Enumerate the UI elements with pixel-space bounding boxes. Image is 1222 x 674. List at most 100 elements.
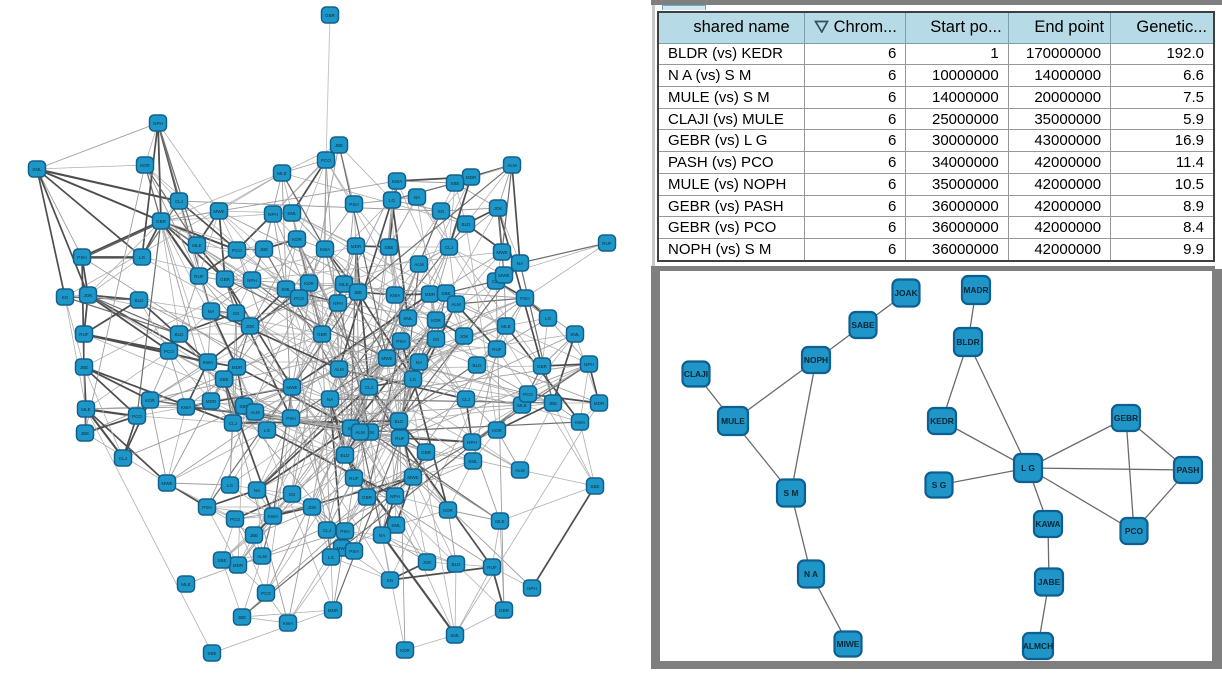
svg-text:JBE: JBE: [81, 431, 89, 436]
svg-text:LG: LG: [389, 198, 396, 203]
svg-text:PSH: PSH: [286, 416, 295, 421]
svg-text:NA: NA: [517, 261, 524, 266]
svg-text:MWE: MWE: [498, 273, 509, 278]
svg-text:SG: SG: [62, 295, 69, 300]
svg-text:BLD: BLD: [395, 419, 405, 424]
svg-text:CLJ: CLJ: [229, 421, 237, 426]
svg-text:JOK: JOK: [423, 560, 433, 565]
svg-text:PSH: PSH: [349, 202, 358, 207]
svg-text:KWA: KWA: [392, 179, 403, 184]
svg-text:KAWA: KAWA: [1035, 519, 1060, 529]
svg-text:MWE: MWE: [496, 250, 507, 255]
svg-text:MWE: MWE: [336, 546, 347, 551]
svg-text:PCO: PCO: [294, 296, 304, 301]
svg-text:S M: S M: [784, 488, 799, 498]
svg-text:JABE: JABE: [1038, 577, 1061, 587]
svg-text:KDR: KDR: [145, 398, 155, 403]
svg-text:KWA: KWA: [390, 293, 401, 298]
svg-text:MWE: MWE: [213, 209, 224, 214]
svg-text:NPH: NPH: [527, 586, 537, 591]
svg-text:JBE: JBE: [354, 290, 362, 295]
svg-text:NA: NA: [379, 533, 386, 538]
svg-text:RUF: RUF: [487, 565, 497, 570]
svg-text:PCO: PCO: [261, 591, 271, 596]
svg-text:SG: SG: [433, 337, 440, 342]
svg-text:MDR: MDR: [233, 563, 244, 568]
svg-text:BLD: BLD: [473, 363, 483, 368]
svg-text:KDR: KDR: [140, 163, 150, 168]
svg-text:SML: SML: [287, 211, 297, 216]
svg-text:SBE: SBE: [590, 484, 599, 489]
svg-text:GBR: GBR: [537, 364, 548, 369]
svg-text:SML: SML: [570, 332, 580, 337]
svg-text:MLE: MLE: [192, 243, 201, 248]
svg-text:SBE: SBE: [384, 245, 393, 250]
svg-text:PSH: PSH: [349, 549, 358, 554]
svg-text:MLE: MLE: [339, 282, 348, 287]
svg-text:CLJ: CLJ: [445, 245, 453, 250]
svg-text:JBE: JBE: [250, 533, 258, 538]
svg-text:JOK: JOK: [366, 430, 376, 435]
svg-text:LG: LG: [545, 316, 552, 321]
svg-text:ALM: ALM: [355, 430, 365, 435]
svg-text:SBE: SBE: [239, 404, 248, 409]
svg-text:SML: SML: [391, 523, 401, 528]
svg-text:NPH: NPH: [333, 301, 343, 306]
svg-text:SABE: SABE: [851, 320, 875, 330]
svg-text:KDR: KDR: [400, 648, 410, 653]
svg-text:NOPH: NOPH: [804, 355, 828, 365]
svg-text:NA: NA: [254, 488, 261, 493]
svg-text:NPH: NPH: [247, 278, 257, 283]
svg-text:SML: SML: [403, 316, 413, 321]
svg-text:GBR: GBR: [499, 608, 510, 613]
svg-text:PSH: PSH: [396, 339, 405, 344]
svg-text:JOK: JOK: [460, 334, 470, 339]
svg-text:MDR: MDR: [206, 399, 217, 404]
svg-text:MADR: MADR: [963, 285, 988, 295]
svg-text:SML: SML: [450, 633, 460, 638]
svg-text:ALM: ALM: [334, 367, 344, 372]
svg-text:SBE: SBE: [217, 558, 226, 563]
svg-text:MLE: MLE: [181, 582, 190, 587]
svg-text:KWA: KWA: [320, 247, 331, 252]
svg-text:SG: SG: [387, 578, 394, 583]
svg-text:MDR: MDR: [466, 175, 477, 180]
svg-text:SML: SML: [32, 167, 42, 172]
svg-text:NPH: NPH: [268, 212, 278, 217]
svg-text:KDR: KDR: [492, 428, 502, 433]
svg-text:CLAJI: CLAJI: [684, 369, 708, 379]
svg-text:MIWE: MIWE: [837, 639, 860, 649]
svg-text:LG: LG: [328, 555, 335, 560]
svg-text:PCO: PCO: [321, 158, 331, 163]
svg-text:SBE: SBE: [441, 291, 450, 296]
svg-text:PCO: PCO: [230, 517, 240, 522]
svg-text:PSH: PSH: [520, 296, 529, 301]
svg-text:BLD: BLD: [341, 453, 351, 458]
svg-text:RUF: RUF: [194, 274, 204, 279]
svg-text:RUF: RUF: [602, 241, 612, 246]
svg-text:ALM: ALM: [250, 410, 260, 415]
svg-text:MLE: MLE: [517, 403, 526, 408]
svg-text:MDR: MDR: [425, 292, 436, 297]
svg-text:JOAK: JOAK: [894, 288, 917, 298]
svg-text:BLDR: BLDR: [956, 337, 979, 347]
svg-text:KWA: KWA: [575, 420, 586, 425]
svg-text:L G: L G: [1021, 463, 1035, 473]
svg-text:MDR: MDR: [328, 608, 339, 613]
svg-text:PCO: PCO: [132, 414, 142, 419]
svg-text:MWE: MWE: [407, 475, 418, 480]
svg-text:KDR: KDR: [431, 318, 441, 323]
svg-text:CLJ: CLJ: [119, 456, 127, 461]
svg-text:JBE: JBE: [238, 615, 246, 620]
svg-text:LG: LG: [410, 377, 417, 382]
svg-text:MULE: MULE: [721, 416, 745, 426]
svg-text:PCO: PCO: [232, 248, 242, 253]
svg-text:CLJ: CLJ: [175, 199, 183, 204]
svg-text:GBR: GBR: [362, 495, 373, 500]
svg-text:PCO: PCO: [164, 349, 174, 354]
svg-text:MLE: MLE: [495, 519, 504, 524]
svg-text:ALM: ALM: [507, 163, 517, 168]
svg-text:ALM: ALM: [451, 302, 461, 307]
svg-text:ALM: ALM: [257, 554, 267, 559]
svg-text:BLD: BLD: [462, 222, 472, 227]
